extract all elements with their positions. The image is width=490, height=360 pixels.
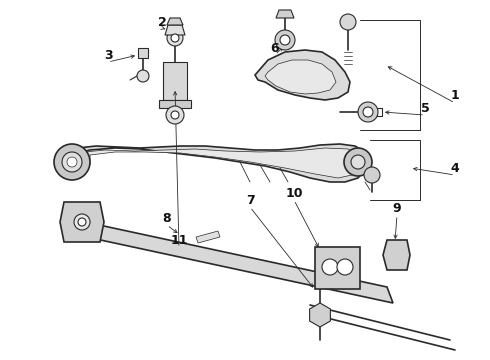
Circle shape <box>78 218 86 226</box>
Polygon shape <box>167 18 183 25</box>
Text: 4: 4 <box>451 162 460 175</box>
Circle shape <box>62 152 82 172</box>
Circle shape <box>340 14 356 30</box>
Text: 5: 5 <box>420 102 429 114</box>
Text: 8: 8 <box>163 212 172 225</box>
Polygon shape <box>60 202 104 242</box>
Polygon shape <box>265 60 336 94</box>
Circle shape <box>322 259 338 275</box>
Circle shape <box>171 111 179 119</box>
Polygon shape <box>62 217 393 303</box>
Text: 2: 2 <box>158 15 167 28</box>
Polygon shape <box>383 240 410 270</box>
Text: 3: 3 <box>104 49 112 62</box>
Polygon shape <box>196 231 220 243</box>
Circle shape <box>280 35 290 45</box>
Polygon shape <box>138 48 148 58</box>
Circle shape <box>351 155 365 169</box>
Polygon shape <box>276 10 294 18</box>
Circle shape <box>67 157 77 167</box>
Polygon shape <box>315 247 360 289</box>
Circle shape <box>337 259 353 275</box>
Circle shape <box>275 30 295 50</box>
Circle shape <box>54 144 90 180</box>
Circle shape <box>358 102 378 122</box>
Text: 10: 10 <box>285 186 303 199</box>
Circle shape <box>364 167 380 183</box>
Text: 1: 1 <box>451 89 460 102</box>
Circle shape <box>74 214 90 230</box>
Polygon shape <box>165 25 185 35</box>
Text: 9: 9 <box>392 202 401 215</box>
Text: 11: 11 <box>170 234 188 247</box>
Text: 6: 6 <box>270 41 279 54</box>
Circle shape <box>167 30 183 46</box>
Polygon shape <box>72 148 360 178</box>
Polygon shape <box>310 303 330 327</box>
Circle shape <box>137 70 149 82</box>
Circle shape <box>363 107 373 117</box>
Circle shape <box>171 34 179 42</box>
Polygon shape <box>55 144 368 182</box>
Polygon shape <box>159 100 191 108</box>
Text: 7: 7 <box>245 194 254 207</box>
Circle shape <box>166 106 184 124</box>
Circle shape <box>344 148 372 176</box>
Polygon shape <box>163 62 187 100</box>
Polygon shape <box>255 50 350 100</box>
